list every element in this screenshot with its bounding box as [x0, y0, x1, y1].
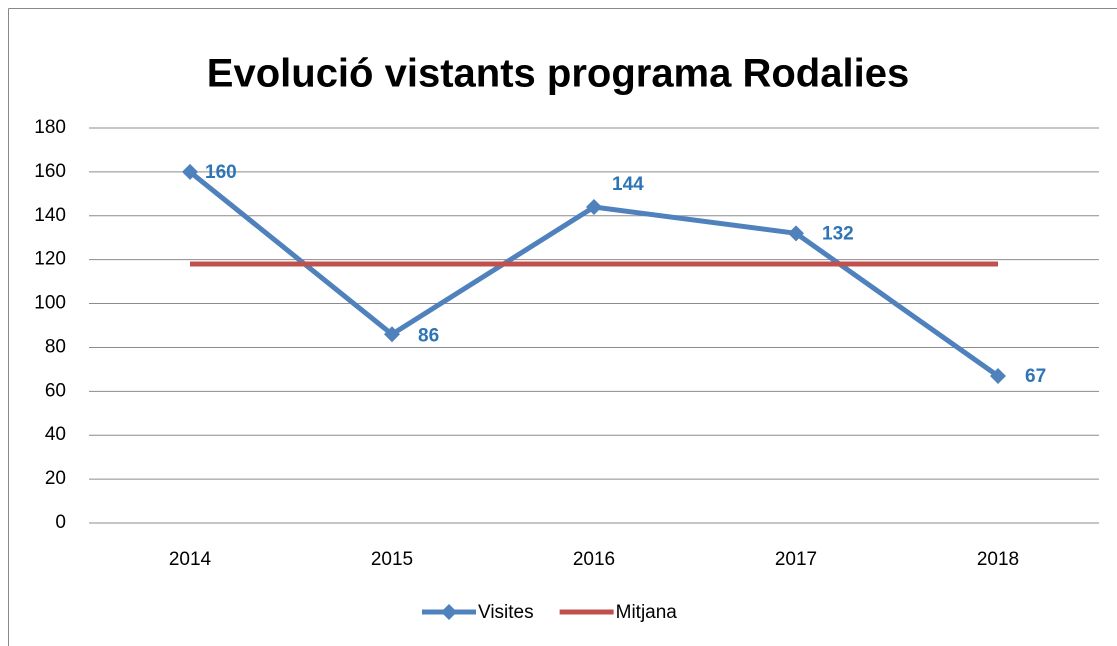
x-tick-label: 2018: [977, 549, 1019, 570]
legend-marker: [441, 604, 457, 620]
y-tick-label: 100: [34, 293, 66, 314]
y-tick-label: 140: [34, 205, 66, 226]
y-tick-label: 20: [45, 468, 66, 489]
y-tick-label: 120: [34, 249, 66, 270]
point-marker: [990, 367, 1006, 384]
x-tick-label: 2016: [573, 549, 615, 570]
x-tick-label: 2015: [371, 549, 413, 570]
data-label: 67: [1025, 366, 1046, 387]
data-label: 132: [822, 223, 854, 244]
data-label: 86: [418, 325, 439, 346]
y-tick-label: 0: [55, 512, 66, 533]
y-tick-label: 80: [45, 336, 66, 357]
y-tick-label: 40: [45, 424, 66, 445]
point-marker: [384, 326, 400, 343]
y-tick-label: 180: [34, 117, 66, 138]
data-label: 160: [205, 162, 237, 183]
x-tick-label: 2017: [775, 549, 817, 570]
point-marker: [182, 163, 198, 180]
point-marker: [586, 199, 602, 215]
y-tick-label: 60: [45, 380, 66, 401]
data-label: 144: [612, 174, 644, 195]
point-marker: [788, 225, 804, 242]
x-tick-label: 2014: [169, 549, 212, 570]
legend-label: Mitjana: [616, 602, 678, 623]
legend-label: Visites: [478, 602, 534, 623]
chart-title: Evolució vistants programa Rodalies: [207, 52, 909, 96]
y-tick-label: 160: [34, 161, 66, 182]
